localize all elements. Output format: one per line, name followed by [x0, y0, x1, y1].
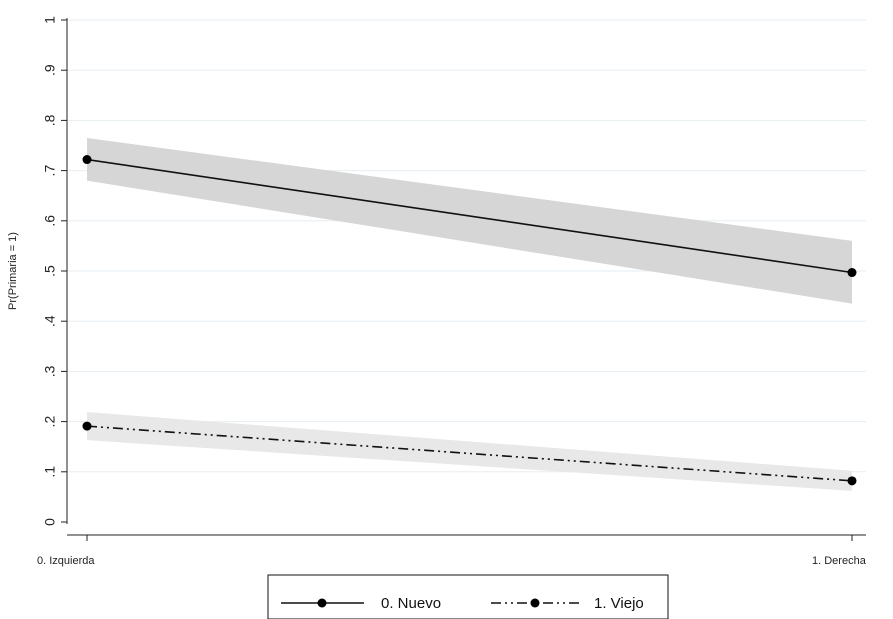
legend-marker-0 [317, 598, 327, 608]
legend-box [267, 574, 669, 619]
x-tick-label: 0. Izquierda [37, 555, 95, 567]
data-point [82, 155, 92, 165]
x-tick-label: 1. Derecha [812, 555, 867, 567]
confidence-band-0 [87, 137, 852, 304]
y-tick-label: .5 [42, 265, 58, 277]
series-line-0 [86, 158, 853, 274]
legend: 0. Nuevo 1. Viejo [267, 574, 669, 619]
y-tick-label: .4 [42, 315, 58, 327]
confidence-bands [87, 137, 852, 491]
y-axis-title: Pr(Primaria = 1) [7, 232, 19, 310]
legend-label-0: 0. Nuevo [381, 595, 441, 612]
data-point [847, 476, 857, 486]
y-tick-label: .8 [42, 114, 58, 126]
y-tick-label: 0 [42, 518, 58, 526]
axes: 0 .1 .2 .3 .4 .5 .6 .7 .8 .9 1 0. Izquierda 1. Derec… [37, 16, 867, 567]
data-point [847, 268, 857, 278]
y-tick-label: .1 [42, 466, 58, 478]
y-tick-label: .3 [42, 365, 58, 377]
y-tick-label: .9 [42, 64, 58, 76]
series-line-1 [86, 425, 853, 482]
data-point [82, 421, 92, 431]
y-tick-label: .6 [42, 215, 58, 227]
series-lines [86, 158, 853, 482]
y-tick-label: .7 [42, 165, 58, 177]
confidence-band-1 [87, 412, 852, 491]
y-tick-label: 1 [42, 16, 58, 24]
series-points [82, 155, 857, 486]
legend-marker-1 [530, 598, 540, 608]
legend-label-1: 1. Viejo [594, 595, 644, 612]
y-tick-label: .2 [42, 416, 58, 428]
